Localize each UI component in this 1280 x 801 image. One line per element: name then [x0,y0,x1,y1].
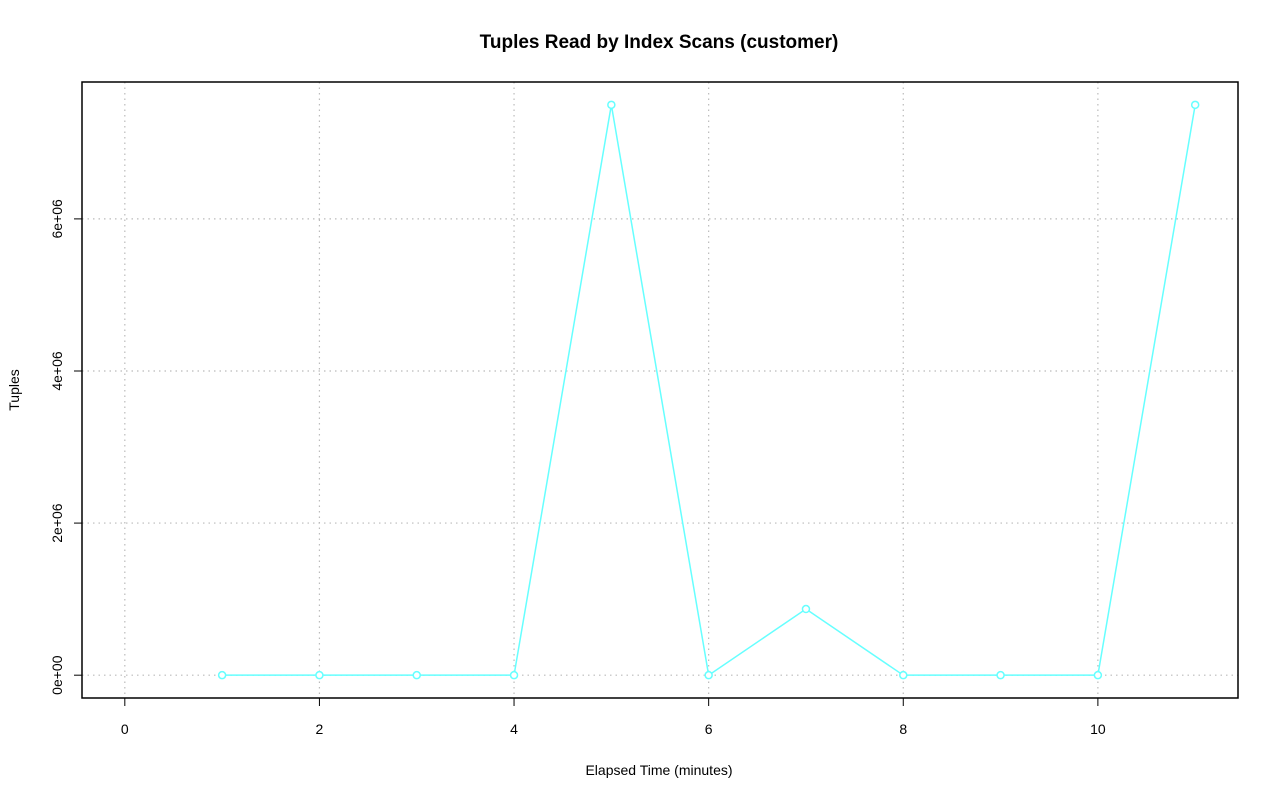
data-point [899,670,908,680]
y-axis-label: Tuples [6,369,22,411]
x-tick-label: 4 [510,721,518,737]
x-tick-label: 0 [121,721,129,737]
data-point [412,670,421,680]
y-tick-label: 4e+06 [49,351,65,391]
data-point [1093,670,1103,680]
data-point [801,604,811,614]
x-tick-label: 2 [316,721,324,737]
data-point [607,100,616,110]
x-axis-label: Elapsed Time (minutes) [585,762,732,778]
x-tick-label: 6 [705,721,713,737]
plot-frame [81,81,1239,699]
y-tick-label: 6e+06 [49,199,65,239]
data-point [217,670,227,680]
data-point [996,670,1005,680]
data-point [509,670,519,680]
data-point [315,670,324,680]
x-tick-label: 10 [1090,721,1106,737]
chart-title: Tuples Read by Index Scans (customer) [480,32,839,53]
data-point [704,670,713,680]
y-tick-label: 2e+06 [49,503,65,543]
x-tick-label: 8 [899,721,907,737]
data-point [1190,100,1200,110]
y-tick-label: 0e+00 [49,655,65,695]
